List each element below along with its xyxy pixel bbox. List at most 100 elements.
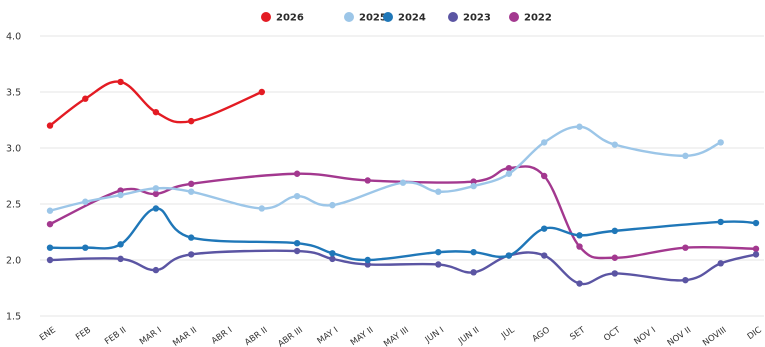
- legend: 2026 2025 2024 2023 2022: [261, 12, 552, 24]
- data-point: [46, 256, 54, 264]
- data-point: [82, 95, 89, 102]
- x-tick-label: SET: [568, 325, 587, 343]
- series-line-2023: [48, 249, 758, 286]
- legend-item-2023: 2023: [448, 12, 491, 24]
- data-point: [152, 190, 160, 198]
- data-point: [117, 255, 124, 263]
- y-tick-label: 3.5: [6, 88, 21, 99]
- data-point: [188, 117, 195, 125]
- data-point: [46, 207, 54, 214]
- legend-marker: [448, 12, 458, 22]
- x-tick-label: JUL: [499, 325, 517, 342]
- data-point: [329, 255, 336, 263]
- data-point: [117, 191, 124, 199]
- data-point: [435, 188, 442, 195]
- data-point: [541, 225, 548, 232]
- legend-item-2026: 2026: [261, 12, 304, 24]
- data-point: [82, 198, 89, 205]
- data-point: [46, 220, 54, 228]
- data-point: [717, 260, 724, 267]
- data-point: [399, 179, 407, 186]
- series-2023: [46, 247, 760, 287]
- x-tick-label: DIC: [746, 325, 764, 342]
- y-tick-label: 1.5: [6, 312, 21, 323]
- legend-label: 2024: [398, 13, 426, 24]
- series-line-2025: [48, 125, 722, 212]
- data-point: [682, 152, 689, 160]
- data-point: [717, 218, 724, 226]
- data-point: [470, 269, 477, 276]
- data-point: [364, 177, 371, 184]
- legend-marker: [261, 12, 271, 22]
- x-tick-label: JUN II: [456, 325, 481, 347]
- gridlines: [40, 35, 764, 317]
- data-point: [435, 261, 442, 268]
- data-point: [152, 108, 160, 116]
- data-point: [152, 266, 160, 274]
- data-point: [293, 240, 301, 247]
- data-point: [505, 170, 513, 177]
- x-tick-label: MAR II: [171, 325, 199, 347]
- y-tick-label: 3.0: [6, 144, 21, 155]
- x-tick-label: FEB: [74, 325, 93, 343]
- data-point: [470, 248, 477, 256]
- data-point: [152, 205, 160, 212]
- data-point: [541, 172, 548, 180]
- data-point: [717, 139, 724, 146]
- data-point: [541, 139, 548, 146]
- legend-marker: [344, 12, 354, 22]
- data-point: [117, 78, 124, 86]
- x-tick-label: NOV II: [666, 325, 693, 347]
- x-tick-label: NOVIII: [701, 325, 728, 347]
- data-point: [541, 252, 548, 259]
- series-layer: [46, 78, 760, 287]
- data-point: [576, 243, 583, 250]
- legend-marker: [383, 12, 393, 22]
- legend-marker: [509, 12, 519, 22]
- y-tick-label: 2.0: [6, 256, 21, 267]
- series-2026: [46, 78, 265, 129]
- data-point: [682, 244, 689, 251]
- data-point: [152, 185, 160, 192]
- data-point: [611, 227, 618, 235]
- legend-label: 2026: [276, 13, 304, 24]
- data-point: [470, 182, 477, 190]
- x-tick-label: MAY III: [382, 325, 411, 347]
- data-point: [329, 250, 336, 257]
- series-2024: [46, 205, 760, 264]
- data-point: [82, 244, 89, 251]
- x-tick-label: MAY I: [316, 325, 340, 346]
- data-point: [576, 232, 583, 239]
- x-tick-label: OCT: [602, 325, 623, 344]
- data-point: [293, 247, 301, 255]
- data-point: [258, 205, 265, 212]
- series-2025: [46, 123, 724, 214]
- data-point: [188, 234, 195, 241]
- series-line-2026: [48, 80, 263, 127]
- data-point: [611, 141, 618, 148]
- x-tick-label: AGO: [531, 325, 553, 344]
- data-point: [752, 251, 760, 258]
- legend-item-2022: 2022: [509, 12, 552, 24]
- x-tick-label: ABR III: [276, 325, 304, 347]
- data-point: [46, 244, 54, 251]
- data-point: [505, 252, 513, 259]
- data-point: [752, 219, 760, 227]
- x-tick-label: ABR I: [210, 325, 234, 346]
- data-point: [188, 180, 195, 188]
- data-point: [117, 241, 124, 248]
- data-point: [682, 276, 689, 284]
- legend-item-2025: 2025: [344, 12, 387, 24]
- data-point: [611, 270, 618, 277]
- data-point: [611, 254, 618, 261]
- x-tick-label: MAR I: [138, 325, 164, 347]
- data-point: [470, 178, 477, 185]
- series-2022: [46, 164, 760, 261]
- data-point: [435, 248, 442, 256]
- data-point: [117, 187, 124, 194]
- data-point: [46, 122, 54, 129]
- data-point: [188, 251, 195, 258]
- data-point: [188, 188, 195, 195]
- x-tick-label: ENE: [38, 325, 58, 343]
- legend-label: 2023: [463, 13, 491, 24]
